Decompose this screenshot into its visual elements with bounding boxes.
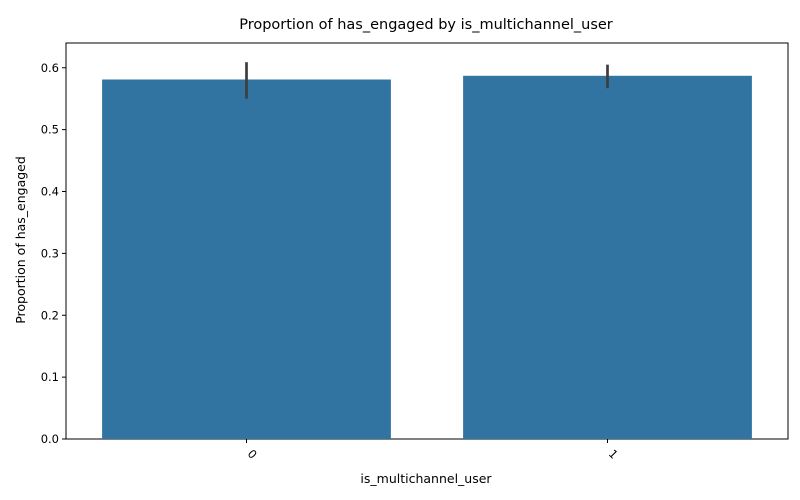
chart-title: Proportion of has_engaged by is_multicha… — [239, 17, 613, 33]
x-axis-label: is_multichannel_user — [360, 471, 492, 486]
y-tick-label: 0.3 — [41, 246, 59, 260]
y-tick-label: 0.0 — [41, 432, 59, 446]
y-tick-label: 0.4 — [41, 185, 59, 199]
y-axis-label: Proportion of has_engaged — [13, 156, 28, 324]
bars-group — [102, 75, 752, 439]
y-tick-label: 0.1 — [41, 370, 59, 384]
bar-1 — [463, 75, 752, 439]
plot-area — [65, 42, 789, 440]
y-tick-label: 0.6 — [41, 61, 59, 75]
y-tick-label: 0.2 — [41, 308, 59, 322]
y-axis: 0.0 0.1 0.2 0.3 0.4 0.5 0.6 — [41, 61, 66, 446]
plot-frame — [65, 42, 789, 440]
y-tick-label: 0.5 — [41, 123, 59, 137]
bar-0 — [102, 79, 391, 439]
error-bars-group — [245, 62, 609, 99]
